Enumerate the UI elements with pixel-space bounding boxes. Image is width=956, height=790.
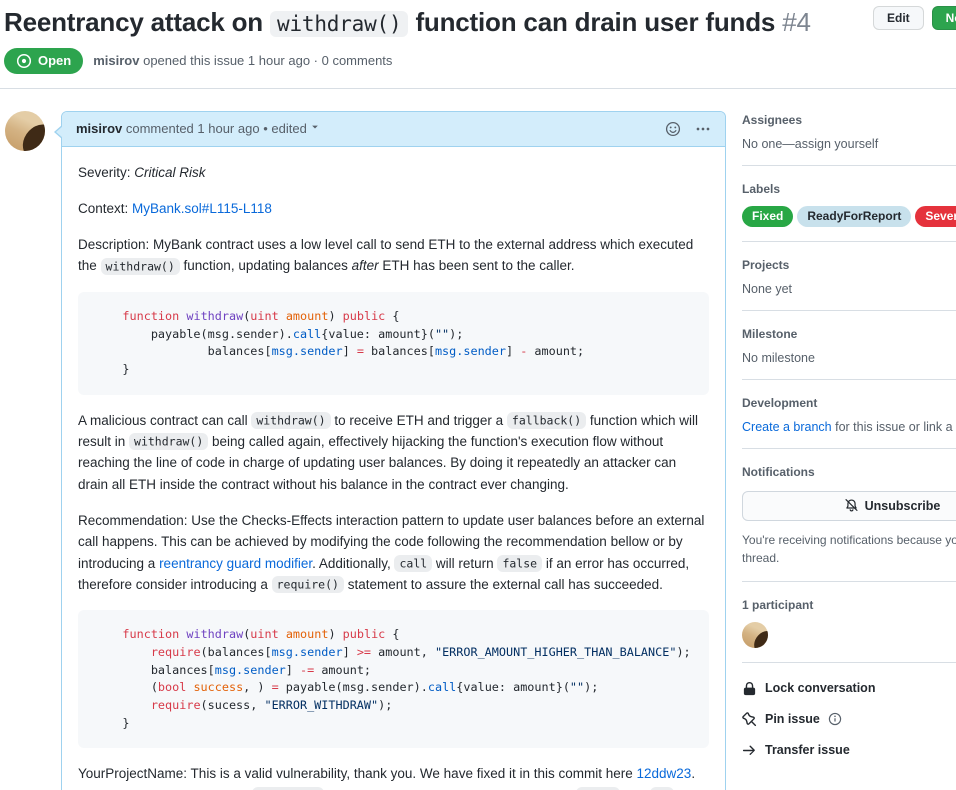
emoji-smiley-icon[interactable]: [665, 121, 681, 137]
issue-main-column: misirov commented 1 hour ago • edited Se…: [4, 110, 726, 790]
milestone-empty-text: No milestone: [742, 350, 815, 365]
kebab-menu-icon[interactable]: [695, 121, 711, 137]
sidebar-section-projects: Projects None yet: [742, 256, 956, 311]
lock-conversation-button[interactable]: Lock conversation: [742, 681, 956, 696]
header-divider: [0, 87, 956, 89]
sidebar-section-assignees: Assignees No one—assign yourself: [742, 111, 956, 166]
issue-sidebar: Assignees No one—assign yourself Labels …: [742, 111, 956, 790]
transfer-issue-label: Transfer issue: [765, 743, 850, 757]
comment-box: misirov commented 1 hour ago • edited Se…: [54, 110, 726, 790]
issue-meta-rest: opened this issue 1 hour ago · 0 comment…: [139, 53, 393, 68]
chevron-down-icon[interactable]: [309, 121, 321, 133]
notifications-note: You're receiving notifications because y…: [742, 532, 956, 565]
sidebar-actions: Lock conversation Pin issue Transfer is: [742, 677, 956, 758]
pin-issue-label: Pin issue: [765, 712, 820, 726]
transfer-issue-button[interactable]: Transfer issue: [742, 743, 956, 758]
lock-conversation-label: Lock conversation: [765, 681, 876, 695]
project-response-paragraph: YourProjectName: This is a valid vulnera…: [78, 763, 709, 790]
comment-body: Severity: Critical Risk Context: MyBank.…: [62, 147, 725, 790]
attack-explanation-paragraph: A malicious contract can call withdraw()…: [78, 412, 698, 492]
code-block-vulnerable: function withdraw(uint amount) public { …: [78, 291, 709, 395]
inline-link[interactable]: MyBank.sol#L115-L118: [132, 200, 272, 216]
sidebar-section-labels: Labels Fixed ReadyForReport Severity: Cr…: [742, 180, 956, 242]
new-issue-button[interactable]: New issue: [931, 6, 956, 30]
label-severity-critical-risk[interactable]: Severity: Critical Risk: [915, 205, 956, 227]
issue-author[interactable]: misirov: [93, 53, 140, 68]
comment-author[interactable]: misirov: [76, 121, 123, 136]
pin-issue-button[interactable]: Pin issue: [742, 711, 956, 727]
lock-icon: [742, 681, 757, 696]
unsubscribe-button[interactable]: Unsubscribe: [742, 490, 956, 521]
description-paragraph: Description: MyBank contract uses a low …: [78, 237, 694, 275]
projects-empty-text: None yet: [742, 281, 793, 296]
bell-slash-icon: [844, 498, 859, 513]
issue-opened-icon: [16, 53, 32, 69]
sidebar-section-development: Development Create a branch for this iss…: [742, 394, 956, 449]
bullet-separator: •: [263, 121, 268, 136]
milestone-title[interactable]: Milestone: [742, 326, 798, 341]
open-state-badge: Open: [4, 47, 84, 74]
projects-title[interactable]: Projects: [742, 257, 790, 272]
severity-line: Severity: Critical Risk: [78, 164, 206, 180]
sidebar-section-notifications: Notifications Customize Unsubscribe You'…: [742, 463, 956, 582]
comment-header: misirov commented 1 hour ago • edited: [62, 111, 725, 147]
context-line: Context: MyBank.sol#L115-L118: [78, 200, 272, 216]
page-title: Reentrancy attack on withdraw() function…: [4, 6, 872, 39]
title-text-pre: Reentrancy attack on: [4, 7, 271, 37]
development-text: for this issue or link a pull request.: [835, 419, 956, 434]
sidebar-section-milestone: Milestone No milestone: [742, 325, 956, 380]
assignees-empty-text[interactable]: No one—assign yourself: [742, 136, 879, 151]
inline-link[interactable]: 12ddw23: [636, 766, 692, 782]
participants-title: 1 participant: [742, 597, 814, 612]
recommendation-paragraph: Recommendation: Use the Checks-Effects i…: [78, 512, 705, 594]
info-icon: [828, 712, 842, 726]
issue-number: #4: [782, 7, 811, 37]
edit-button[interactable]: Edit: [873, 6, 924, 30]
avatar[interactable]: [742, 621, 768, 648]
comment-timestamp: commented 1 hour ago: [122, 121, 260, 136]
unsubscribe-label: Unsubscribe: [864, 498, 941, 513]
create-branch-link[interactable]: Create a branch: [742, 419, 832, 434]
state-label: Open: [38, 53, 72, 68]
label-readyforreport[interactable]: ReadyForReport: [797, 205, 912, 227]
notifications-title: Notifications: [742, 464, 815, 479]
title-text-post: function can drain user funds: [408, 7, 783, 37]
pin-icon: [742, 711, 757, 727]
sidebar-section-participants: 1 participant: [742, 596, 956, 663]
code-block-fixed: function withdraw(uint amount) public { …: [78, 610, 709, 749]
issue-meta-text: misirov opened this issue 1 hour ago · 0…: [93, 53, 392, 68]
issue-meta: Open misirov opened this issue 1 hour ag…: [4, 47, 956, 74]
inline-link[interactable]: reentrancy guard modifier: [159, 555, 313, 571]
title-code-span: withdraw(): [270, 11, 409, 37]
assignees-title[interactable]: Assignees: [742, 112, 803, 127]
header-actions: Edit New issue: [873, 6, 956, 30]
labels-title[interactable]: Labels: [742, 181, 781, 196]
edited-label[interactable]: edited: [271, 121, 307, 136]
arrow-right-icon: [742, 743, 757, 758]
development-title: Development: [742, 395, 818, 410]
avatar[interactable]: [5, 110, 45, 151]
comment: misirov commented 1 hour ago • edited Se…: [4, 110, 726, 790]
label-fixed[interactable]: Fixed: [742, 205, 794, 227]
